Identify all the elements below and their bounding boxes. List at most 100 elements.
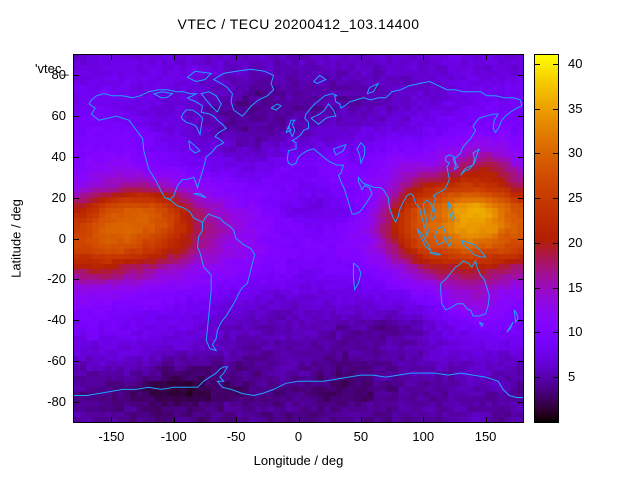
x-tick-mark bbox=[423, 55, 425, 60]
colorbar-tick-label: 30 bbox=[568, 145, 583, 161]
colorbar-tick-label: 40 bbox=[568, 55, 583, 71]
y-tick-label: -80 bbox=[47, 393, 66, 409]
colorbar-tick-mark bbox=[535, 198, 540, 200]
chart-title: VTEC / TECU 20200412_103.14400 bbox=[177, 16, 420, 32]
coastline-path bbox=[74, 366, 523, 398]
coastline-path bbox=[152, 91, 174, 99]
coastline-path bbox=[212, 68, 275, 117]
y-tick-mark bbox=[518, 360, 523, 362]
y-tick-label: 40 bbox=[51, 148, 66, 164]
y-tick-label: 0 bbox=[58, 230, 66, 246]
coastline-path bbox=[188, 140, 201, 154]
y-tick-mark bbox=[74, 75, 79, 77]
colorbar-tick-mark bbox=[535, 332, 540, 334]
y-tick-label: 60 bbox=[51, 108, 66, 124]
y-tick-label: 20 bbox=[51, 189, 66, 205]
x-tick-mark bbox=[173, 417, 175, 422]
y-tick-mark bbox=[518, 156, 523, 158]
y-tick-mark bbox=[74, 238, 79, 240]
colorbar-tick-label: 10 bbox=[568, 324, 583, 340]
x-tick-mark bbox=[423, 417, 425, 422]
x-tick-label: -100 bbox=[160, 429, 187, 444]
coastline-path bbox=[287, 119, 296, 137]
coastline-path bbox=[461, 240, 487, 258]
y-tick-label: -40 bbox=[47, 312, 66, 328]
y-tick-mark bbox=[518, 401, 523, 403]
legend-text: 'vtec_ bbox=[35, 61, 69, 76]
coastline-path bbox=[186, 70, 213, 82]
coastline-path bbox=[416, 227, 432, 253]
coastline-path bbox=[332, 143, 347, 156]
coastline-path bbox=[506, 321, 514, 333]
colorbar-tick-mark bbox=[553, 198, 558, 200]
y-tick-label: 80 bbox=[51, 67, 66, 83]
x-axis-label: Longitude / deg bbox=[253, 453, 344, 468]
y-tick-label: -60 bbox=[47, 352, 66, 368]
colorbar-tick-mark bbox=[553, 242, 558, 244]
x-tick-label: 50 bbox=[353, 429, 369, 444]
y-tick-mark bbox=[74, 197, 79, 199]
x-tick-mark bbox=[298, 417, 300, 422]
x-tick-label: 0 bbox=[294, 429, 303, 444]
y-tick-mark bbox=[74, 320, 79, 322]
coastline-path bbox=[447, 201, 456, 222]
coastline-path bbox=[313, 74, 327, 85]
x-tick-label: -50 bbox=[226, 429, 246, 444]
y-tick-mark bbox=[518, 197, 523, 199]
coastline-path bbox=[478, 321, 484, 328]
colorbar-tick-mark bbox=[535, 287, 540, 289]
colorbar-tick-mark bbox=[535, 108, 540, 110]
coastline-overlay bbox=[74, 68, 523, 398]
x-tick-label: 150 bbox=[474, 429, 497, 444]
coastline-path bbox=[286, 80, 523, 237]
x-tick-mark bbox=[111, 55, 113, 60]
colorbar-tick-label: 25 bbox=[568, 190, 583, 206]
y-tick-mark bbox=[518, 238, 523, 240]
coastline-path bbox=[366, 82, 380, 95]
colorbar-tick-mark bbox=[553, 153, 558, 155]
colorbar-tick-mark bbox=[535, 63, 540, 65]
colorbar-tick-mark bbox=[553, 377, 558, 379]
y-tick-mark bbox=[74, 156, 79, 158]
colorbar bbox=[534, 54, 559, 423]
coastline-path bbox=[200, 91, 222, 113]
y-tick-mark bbox=[518, 75, 523, 77]
colorbar-tick-label: 5 bbox=[568, 369, 576, 385]
x-tick-mark bbox=[236, 417, 238, 422]
y-tick-mark bbox=[518, 116, 523, 118]
coastline-path bbox=[513, 309, 519, 324]
coastline-path bbox=[167, 197, 256, 352]
x-tick-label: -150 bbox=[98, 429, 125, 444]
coastline-path bbox=[356, 142, 366, 165]
coastline-path bbox=[180, 109, 204, 137]
y-tick-mark bbox=[74, 360, 79, 362]
x-tick-mark bbox=[173, 55, 175, 60]
x-tick-mark bbox=[236, 55, 238, 60]
x-tick-mark bbox=[298, 55, 300, 60]
coastline-path bbox=[352, 262, 362, 292]
colorbar-gradient bbox=[535, 55, 558, 422]
x-tick-mark bbox=[485, 55, 487, 60]
y-tick-mark bbox=[74, 116, 79, 118]
tec-heatmap bbox=[74, 55, 523, 422]
coastline-path bbox=[310, 103, 337, 125]
colorbar-tick-mark bbox=[535, 242, 540, 244]
coastline-path bbox=[433, 225, 447, 246]
colorbar-tick-mark bbox=[553, 332, 558, 334]
coastline-path bbox=[88, 89, 228, 201]
colorbar-tick-label: 20 bbox=[568, 234, 583, 250]
x-tick-mark bbox=[360, 55, 362, 60]
coastline-path bbox=[285, 125, 292, 133]
coastline-path bbox=[460, 148, 480, 176]
y-tick-mark bbox=[518, 320, 523, 322]
plot-area bbox=[73, 54, 524, 423]
colorbar-tick-mark bbox=[553, 287, 558, 289]
x-tick-mark bbox=[111, 417, 113, 422]
coastline-path bbox=[446, 235, 453, 248]
colorbar-tick-mark bbox=[535, 377, 540, 379]
y-tick-mark bbox=[518, 279, 523, 281]
x-tick-mark bbox=[360, 417, 362, 422]
coastline-path bbox=[429, 252, 441, 256]
colorbar-tick-label: 15 bbox=[568, 279, 583, 295]
